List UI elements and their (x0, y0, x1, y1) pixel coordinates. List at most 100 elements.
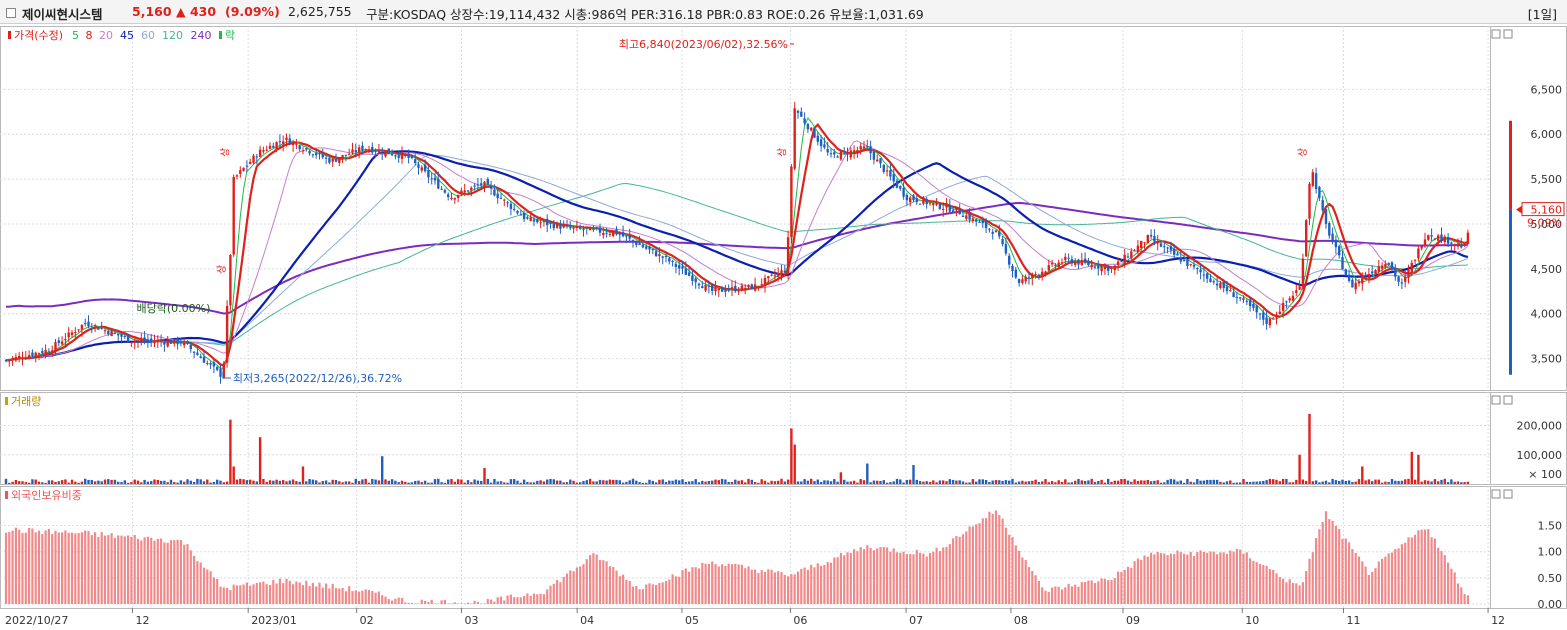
candle-body (905, 194, 909, 201)
volume-bar (361, 479, 364, 484)
volume-bar (338, 481, 341, 484)
foreign-ratio-bar (226, 587, 229, 604)
candle-body (866, 146, 869, 148)
candle-body (1255, 305, 1258, 313)
volume-bar (153, 479, 156, 484)
candle-body (730, 287, 734, 290)
legend-swatch (219, 31, 222, 39)
volume-bar (90, 480, 93, 484)
volume-bar (453, 481, 456, 484)
volume-bar (681, 479, 684, 484)
candle-body (410, 155, 414, 159)
candle-body (239, 170, 242, 174)
candle-body (641, 244, 645, 248)
foreign-ratio-bar (645, 584, 648, 604)
foreign-ratio-bar (1219, 552, 1222, 604)
candle-body (1044, 271, 1047, 274)
candle-body (704, 285, 707, 291)
volume-bar (628, 480, 631, 484)
period-button[interactable]: [1일] (1527, 7, 1557, 22)
foreign-ratio-bar (1433, 538, 1436, 604)
foreign-ratio-bar (364, 589, 367, 604)
window-control-icon[interactable] (6, 8, 16, 18)
volume-bar (192, 481, 196, 484)
volume-bar (1324, 480, 1328, 484)
foreign-ratio-bar (678, 576, 681, 604)
candle-body (691, 275, 694, 282)
candle-body (1103, 266, 1107, 270)
stock-change-pct: (9.09%) (225, 4, 280, 19)
last-price-pointer (1516, 205, 1522, 214)
candle-body (608, 233, 612, 235)
candle-body (354, 150, 357, 153)
volume-bar (480, 481, 483, 484)
foreign-ratio-bar (216, 579, 219, 604)
volume-bar (1232, 482, 1235, 484)
candle-body (1341, 256, 1344, 270)
candle-body (1140, 240, 1143, 248)
volume-bar (1189, 481, 1192, 484)
candle-body (282, 141, 285, 145)
candle-body (64, 339, 67, 341)
candle-body (1338, 246, 1341, 256)
volume-bar (793, 444, 796, 484)
volume-bar (311, 479, 315, 484)
volume-bar (1146, 479, 1149, 484)
candle-body (1466, 232, 1470, 244)
volume-bar (1166, 479, 1169, 484)
foreign-ratio-bar (400, 597, 404, 604)
candle-body (836, 156, 839, 158)
candle-body (1123, 254, 1126, 264)
x-tick-label: 12 (136, 614, 150, 627)
candle-body (18, 356, 21, 359)
foreign-ratio-bar (628, 580, 631, 604)
candle-body (11, 358, 14, 361)
candle-body (301, 150, 305, 152)
candle-body (1262, 312, 1265, 320)
foreign-ratio-bar (70, 532, 74, 604)
candle-body (1252, 304, 1255, 308)
candle-body (1377, 266, 1380, 272)
stock-chart[interactable]: 2022/10/27 12 2023/01 02 03 04 05 06 07 08 09 10 11 1… (0, 24, 1567, 630)
candle-body (1008, 255, 1011, 265)
candle-body (44, 349, 47, 354)
volume-bar (450, 478, 453, 484)
volume-bar (295, 481, 298, 484)
foreign-ratio-bar (859, 547, 862, 604)
volume-bar (555, 480, 559, 484)
candle-body (1021, 279, 1024, 283)
foreign-ratio-bar (1278, 577, 1281, 604)
legend-label: 락 (225, 29, 235, 42)
foreign-ratio-bar (496, 597, 499, 604)
foreign-ratio-bar (47, 528, 50, 604)
foreign-ratio-bar (658, 582, 661, 604)
volume-bar (750, 479, 753, 484)
foreign-ratio-bar (1407, 537, 1410, 604)
chart-panel-frame (0, 392, 1491, 485)
volume-bar (107, 479, 110, 484)
volume-bar (661, 479, 664, 484)
panel-minimize-icon (1491, 29, 1501, 39)
foreign-ratio-bar (1427, 529, 1430, 604)
candle-body (400, 152, 404, 159)
volume-bar (988, 481, 991, 484)
candle-body (1298, 286, 1301, 290)
candle-body (555, 223, 559, 228)
volume-bar (1004, 480, 1008, 484)
foreign-ratio-bar (655, 584, 658, 604)
candle-body (1074, 261, 1077, 265)
foreign-ratio-bar (4, 532, 8, 604)
candle-body (1097, 265, 1100, 269)
foreign-ratio-bar (103, 535, 107, 604)
candle-body (1460, 244, 1463, 248)
volume-bar (262, 478, 265, 484)
foreign-ratio-bar (1229, 550, 1232, 604)
volume-bar (552, 479, 555, 484)
volume-bar (324, 480, 328, 484)
volume-bar (84, 478, 87, 484)
volume-bar (496, 481, 499, 484)
up-limit-marker: 상 (776, 148, 788, 157)
candle-body (1318, 186, 1321, 198)
volume-bar (489, 482, 493, 484)
volume-bar (902, 482, 905, 484)
